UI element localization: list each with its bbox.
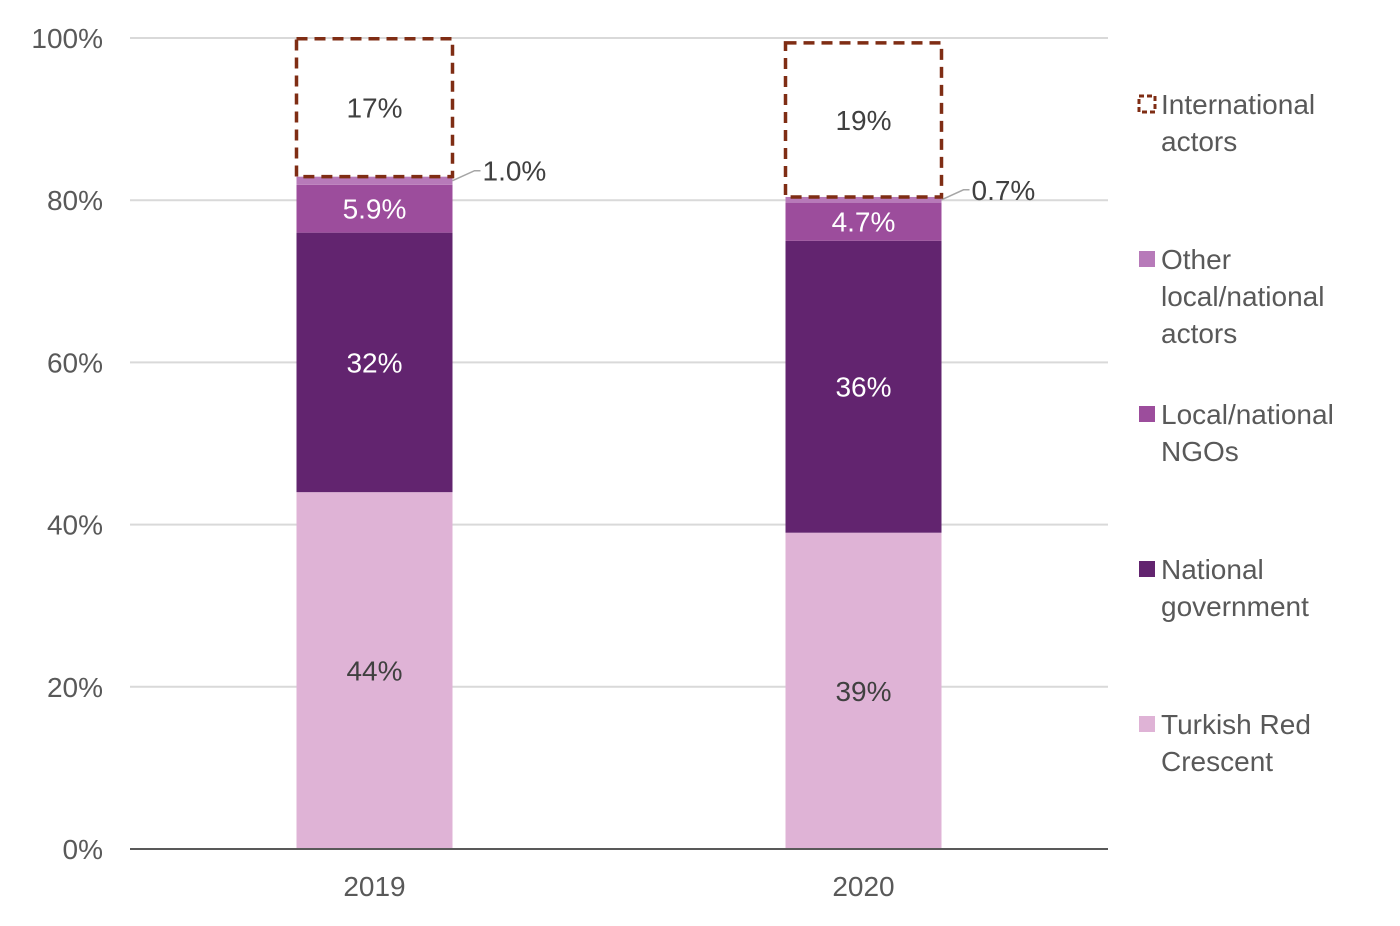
bar-segment-other-local-national-actors (785, 196, 942, 203)
data-label: 0.7% (972, 175, 1036, 206)
bar-segment-local-national-ngos (785, 202, 942, 241)
data-label: 19% (835, 105, 891, 136)
data-label: 32% (346, 347, 402, 378)
legend-label-line: government (1161, 591, 1309, 622)
legend-label-line: NGOs (1161, 436, 1239, 467)
bar-segment-national-government (296, 232, 453, 493)
bar-segment-turkish-red-crescent (785, 532, 942, 849)
data-label: 44% (346, 656, 402, 687)
legend-label: Turkish Red Crescent (1161, 709, 1311, 777)
leader-line (452, 169, 481, 182)
data-label: 5.9% (343, 194, 407, 225)
data-label: 36% (835, 372, 891, 403)
bars: 44% 32% 5.9% 1.0% 17% 39% 36% 4.7% 0.7% 19% (294, 37, 1036, 849)
bar-segment-international-actors (294, 37, 455, 179)
gridlines (130, 37, 1108, 688)
legend-label-line: Crescent (1161, 746, 1273, 777)
y-tick-label: 40% (47, 510, 103, 541)
y-tick-label: 80% (47, 185, 103, 216)
leader-line (941, 189, 970, 201)
legend-swatch (1139, 561, 1155, 577)
legend: International actors Other local/national ac… (1137, 89, 1334, 777)
bar-segment-turkish-red-crescent (296, 492, 453, 849)
bar-segment-local-national-ngos (296, 184, 453, 233)
data-label: 17% (346, 93, 402, 124)
legend-label-line: Other (1161, 244, 1231, 275)
x-axis: 2019 2020 (130, 848, 1108, 902)
legend-label-line: local/national (1161, 281, 1324, 312)
legend-swatch (1139, 251, 1155, 267)
legend-label-line: Local/national (1161, 399, 1334, 430)
bar-segment-other-local-national-actors (296, 176, 453, 185)
y-tick-label: 0% (63, 834, 103, 865)
legend-label: National government (1161, 554, 1309, 622)
bar-segment-national-government (785, 240, 942, 533)
bar-segment-international-actors (783, 41, 944, 199)
data-label: 4.7% (832, 207, 896, 238)
y-tick-label: 20% (47, 672, 103, 703)
legend-label-line: actors (1161, 126, 1237, 157)
data-label: 1.0% (483, 156, 547, 187)
legend-label-line: actors (1161, 318, 1237, 349)
x-tick-label: 2020 (832, 871, 894, 902)
legend-swatch (1139, 716, 1155, 732)
legend-swatch (1139, 406, 1155, 422)
y-tick-label: 100% (31, 23, 103, 54)
y-axis-ticks: 0% 20% 40% 60% 80% 100% (31, 23, 103, 865)
legend-label: International actors (1161, 89, 1315, 157)
x-tick-label: 2019 (343, 871, 405, 902)
y-tick-label: 60% (47, 347, 103, 378)
legend-label: Local/national NGOs (1161, 399, 1334, 467)
legend-swatch (1137, 94, 1157, 114)
legend-label-line: National (1161, 554, 1264, 585)
legend-label-line: International (1161, 89, 1315, 120)
legend-label: Other local/national actors (1161, 244, 1324, 349)
legend-label-line: Turkish Red (1161, 709, 1311, 740)
data-label: 39% (835, 676, 891, 707)
